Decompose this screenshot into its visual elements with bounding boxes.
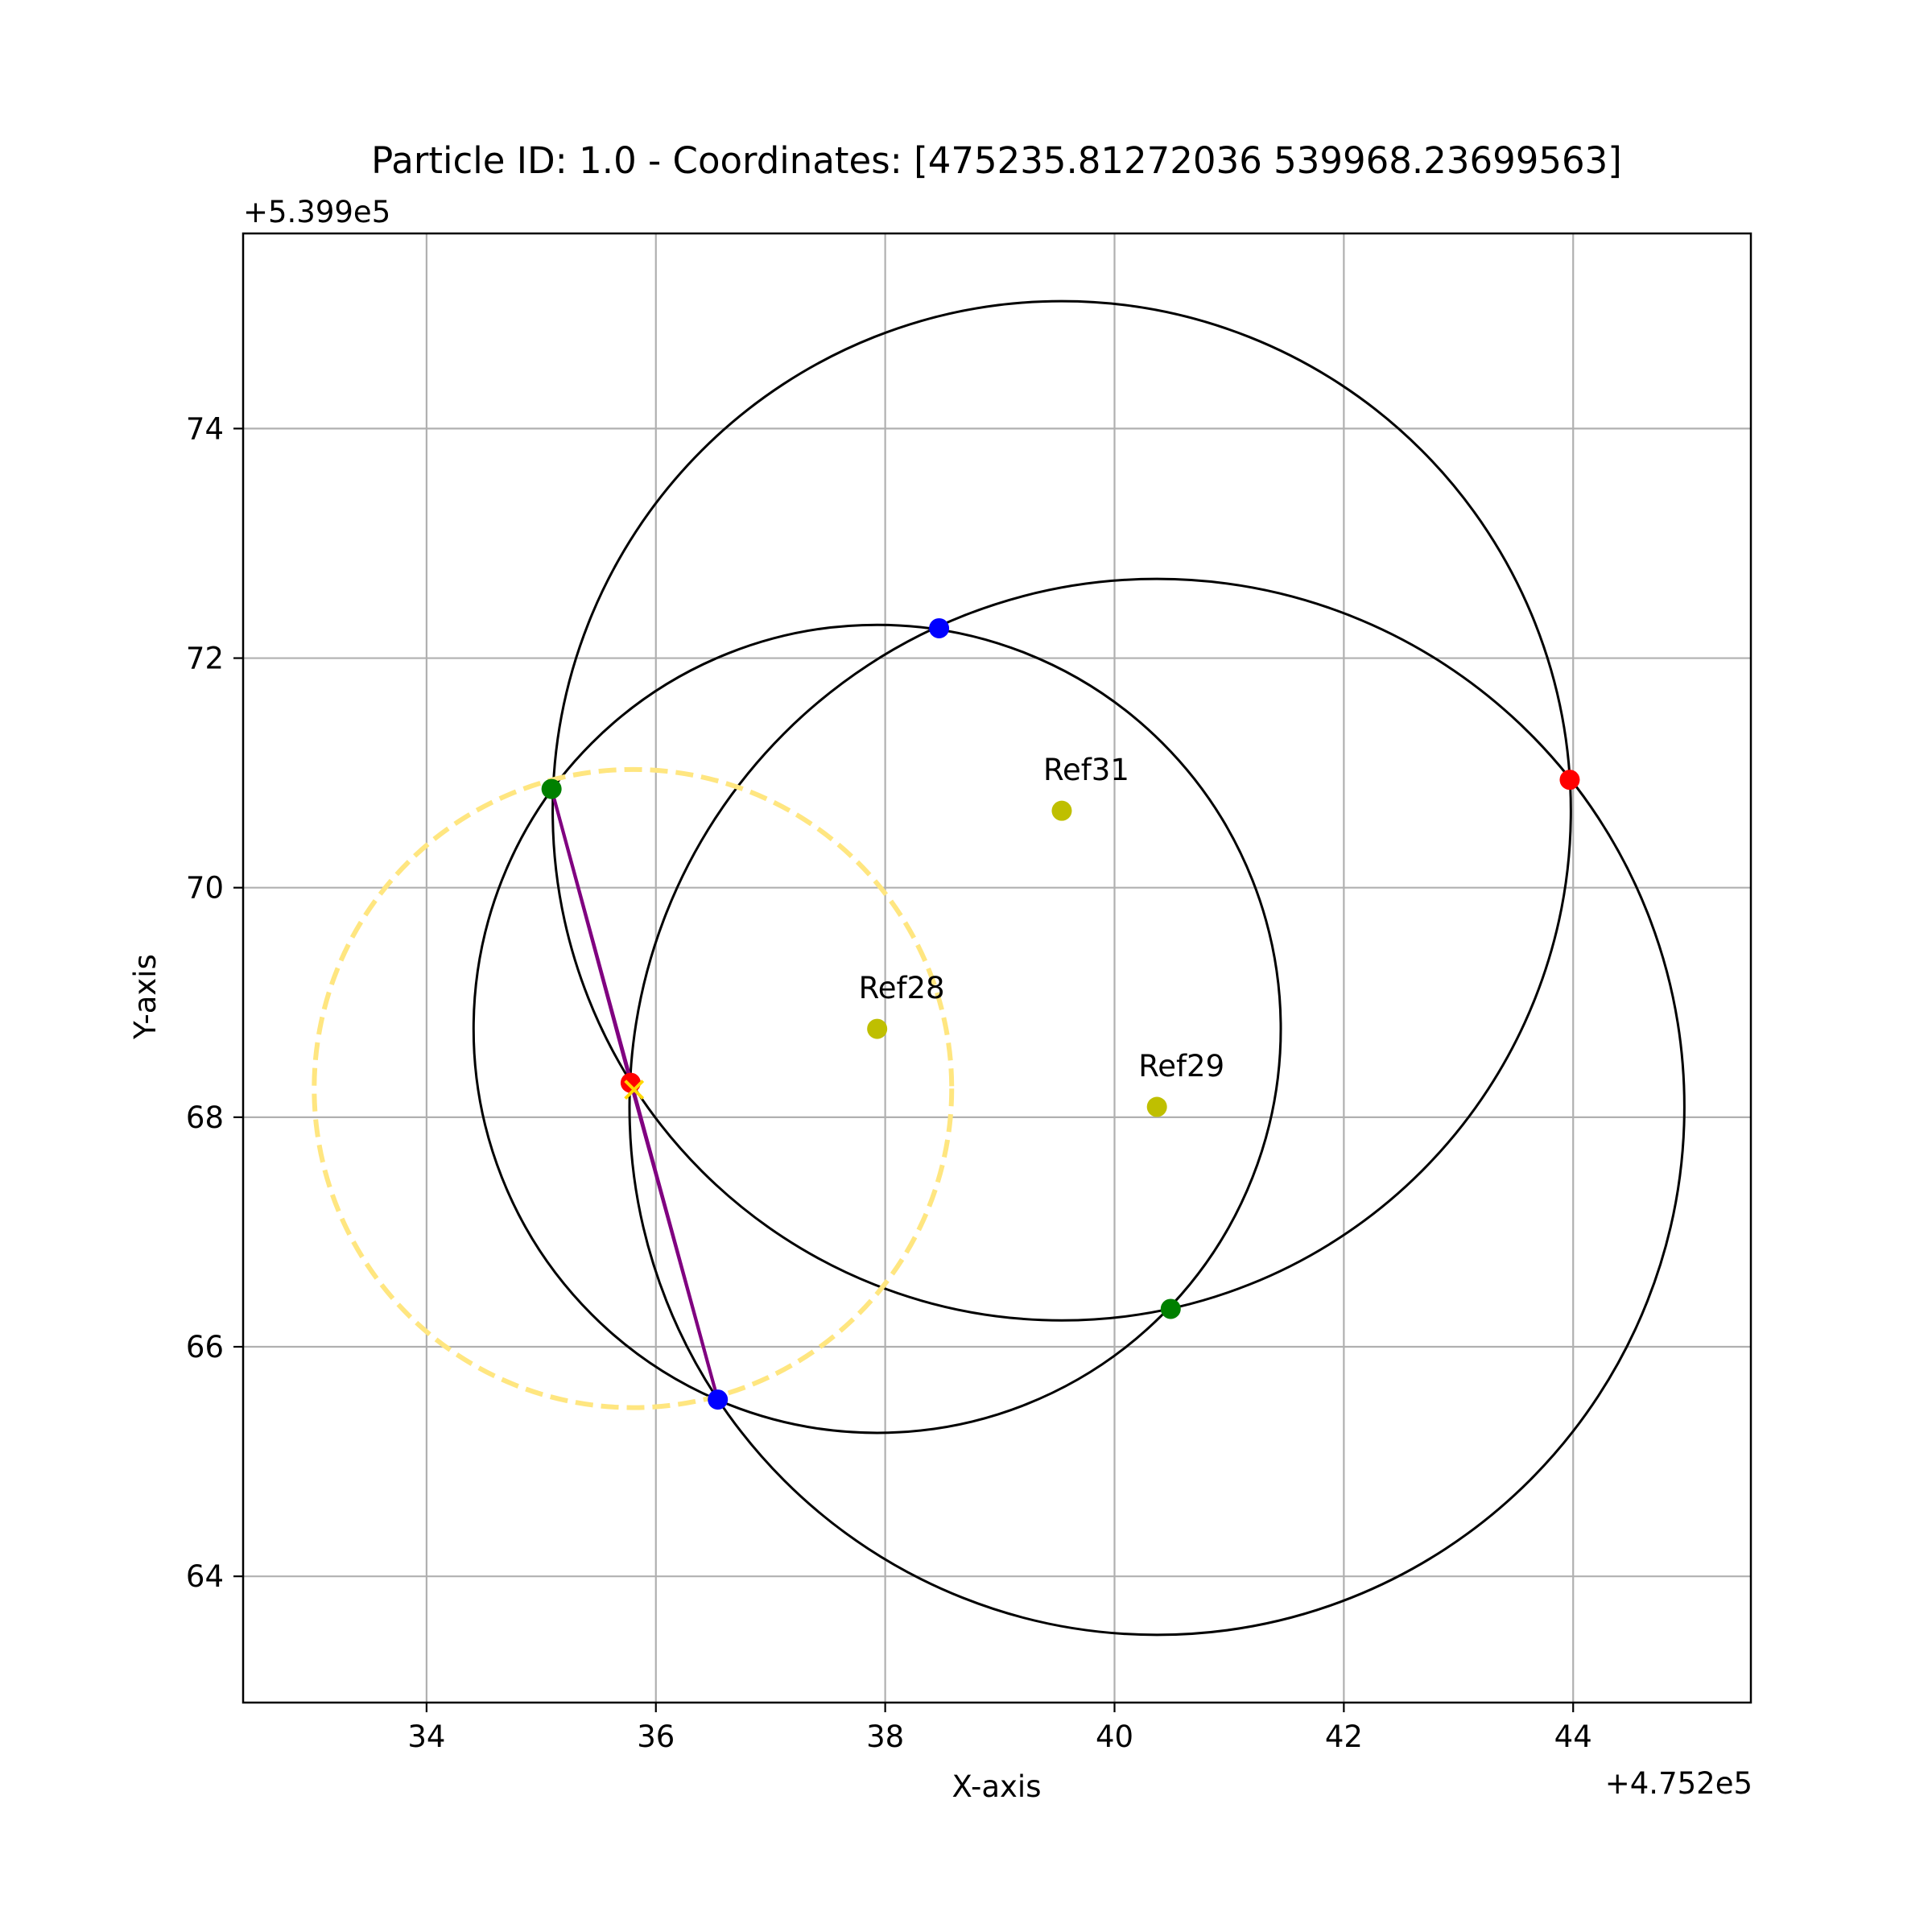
x-tick-label: 44 [1554,1719,1592,1754]
reference-labels: Ref28 Ref29 Ref31 [859,753,1224,1084]
intersection-point [541,778,562,799]
y-tick-label: 74 [186,411,224,446]
range-circle [472,623,1282,1435]
x-tick-label: 38 [866,1719,904,1754]
y-tick-label: 72 [186,642,224,676]
reference-point [1146,1096,1167,1117]
x-tick-label: 34 [407,1719,445,1754]
x-tick-label: 40 [1096,1719,1133,1754]
estimate-dashed-circle [312,766,955,1410]
x-offset-label: +4.752e5 [1605,1766,1752,1801]
range-circle [628,577,1686,1637]
axis-ticks: 34 36 38 40 42 44 64 66 68 70 72 74 [186,411,1592,1754]
intersection-point [708,1389,729,1410]
plot-frame [242,232,1752,1704]
y-tick-label: 64 [186,1559,224,1594]
y-tick-label: 70 [186,871,224,906]
y-tick-label: 66 [186,1330,224,1364]
intersection-point [620,1072,641,1093]
grid-lines [243,233,1751,1703]
plot-data [312,299,1686,1637]
range-circle [551,299,1572,1322]
intersection-point [929,617,950,638]
x-tick-label: 42 [1325,1719,1363,1754]
y-axis-label: Y-axis [128,954,163,1040]
reference-point [867,1018,888,1039]
y-offset-label: +5.399e5 [243,195,390,229]
reference-point-label: Ref28 [859,971,945,1005]
triangle-edge [550,788,720,1401]
reference-point [1051,800,1072,821]
intersection-point [1160,1298,1181,1319]
x-tick-label: 36 [637,1719,675,1754]
reference-point-label: Ref31 [1043,753,1129,787]
estimate-x-marker [624,1080,645,1100]
intersection-point [1559,770,1580,791]
reference-point-label: Ref29 [1138,1049,1224,1084]
x-axis-label: X-axis [952,1769,1042,1804]
chart-title: Particle ID: 1.0 - Coordinates: [475235.… [371,139,1622,182]
y-tick-label: 68 [186,1100,224,1135]
